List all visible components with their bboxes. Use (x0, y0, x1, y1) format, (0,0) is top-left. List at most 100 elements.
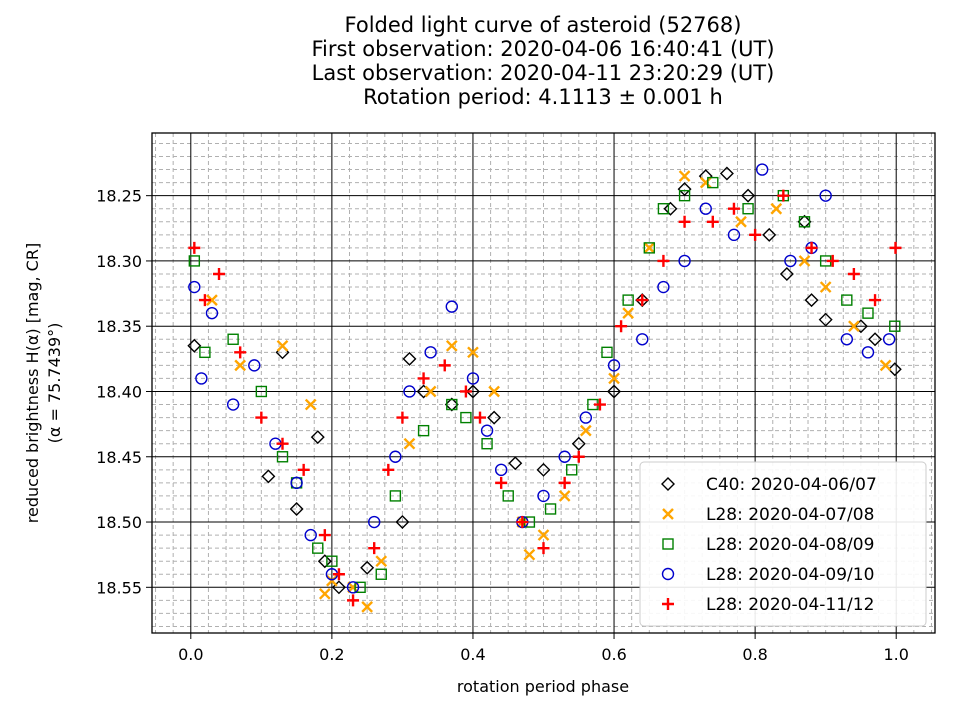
data-point (607, 384, 622, 399)
data-point (368, 515, 381, 529)
data-point (424, 346, 437, 359)
data-point (643, 242, 656, 254)
plot-frame (151, 132, 936, 634)
chart-title-line: Folded light curve of asteroid (52768) (345, 13, 742, 37)
data-point (698, 169, 713, 184)
data-point (537, 489, 550, 503)
data-point (188, 255, 201, 267)
legend-marker (662, 508, 674, 520)
data-point (608, 372, 620, 385)
y-axis-ticks: 18.25 18.30 18.35 18.40 18.45 18.50 18.55 (96, 187, 152, 597)
data-point (798, 255, 811, 267)
chart-title: Folded light curve of asteroid (52768)Fi… (311, 13, 774, 109)
data-point (403, 385, 416, 398)
data-point (699, 176, 712, 189)
legend: C40: 2020-04-06/07 L28: 2020-04-07/08 L28:… (639, 461, 927, 627)
data-point (861, 346, 875, 359)
series-2 (206, 170, 892, 613)
legend-marker (661, 477, 675, 491)
data-point (636, 333, 649, 346)
data-point (465, 384, 480, 399)
data-point (361, 601, 373, 613)
data-point (601, 346, 613, 359)
data-point (234, 359, 247, 372)
data-point (657, 203, 670, 215)
series-1 (187, 166, 902, 595)
data-point (819, 189, 832, 202)
data-point (657, 280, 670, 294)
data-point (417, 372, 430, 385)
data-point (389, 450, 402, 463)
x-tick-label: 0.8 (742, 645, 767, 664)
series-5 (188, 189, 902, 607)
data-point (779, 267, 794, 281)
legend-label: L28: 2020-04-08/09 (706, 535, 874, 555)
data-point (615, 320, 628, 333)
x-tick-label: 0.6 (601, 645, 626, 664)
data-point (762, 227, 777, 242)
legend-label: C40: 2020-04-06/07 (706, 475, 877, 495)
data-point (819, 281, 832, 293)
data-point (707, 176, 719, 189)
data-point (889, 241, 902, 254)
y-tick-label: 18.40 (96, 382, 142, 401)
data-point (558, 450, 571, 463)
data-point (389, 490, 402, 502)
data-point (466, 372, 480, 385)
data-point (622, 307, 634, 320)
data-point (516, 516, 529, 529)
data-point (310, 430, 325, 445)
data-point (188, 280, 201, 294)
data-point (375, 555, 388, 568)
data-point (826, 254, 839, 267)
y-tick-label: 18.35 (96, 317, 142, 336)
data-point (678, 170, 691, 182)
y-axis-label: reduced brightness H(α) [mag, CR] (α = 75… (23, 243, 64, 523)
data-point (474, 411, 487, 424)
legend-entry: L28: 2020-04-07/08 (662, 505, 874, 525)
x-axis-label: rotation period phase (457, 677, 629, 696)
data-point (195, 372, 208, 385)
data-points (187, 163, 902, 613)
data-point (255, 385, 268, 398)
data-point (360, 560, 375, 575)
data-point (798, 216, 811, 228)
data-point (571, 436, 586, 451)
data-point (544, 503, 557, 515)
axes (151, 132, 936, 634)
x-tick-label: 0.2 (319, 645, 344, 664)
data-point (887, 362, 902, 377)
data-point (213, 267, 226, 280)
legend-entry: L28: 2020-04-09/10 (661, 565, 874, 585)
data-point (332, 568, 345, 581)
data-point (566, 464, 578, 476)
data-point (304, 398, 317, 411)
data-point (869, 294, 882, 307)
data-point (395, 515, 410, 530)
data-point (579, 411, 593, 424)
data-point (699, 202, 712, 215)
series-3 (188, 176, 901, 594)
data-point (495, 476, 508, 489)
data-point (818, 312, 833, 327)
data-point (289, 501, 304, 516)
data-point (226, 398, 240, 411)
data-point (460, 411, 472, 424)
data-point (487, 410, 502, 425)
data-point (206, 294, 218, 306)
y-tick-label: 18.50 (96, 513, 142, 532)
data-point (234, 346, 247, 359)
data-point (770, 202, 783, 215)
data-point (784, 254, 797, 268)
legend-marker (661, 567, 675, 581)
y-tick-label: 18.45 (96, 448, 142, 467)
data-point (678, 189, 691, 202)
data-point (848, 320, 860, 333)
data-point (558, 490, 571, 502)
data-point (297, 463, 310, 476)
data-point (488, 385, 500, 398)
data-point (572, 450, 585, 463)
data-point (481, 438, 493, 450)
legend-marker (662, 598, 674, 610)
y-tick-label: 18.30 (96, 252, 142, 271)
